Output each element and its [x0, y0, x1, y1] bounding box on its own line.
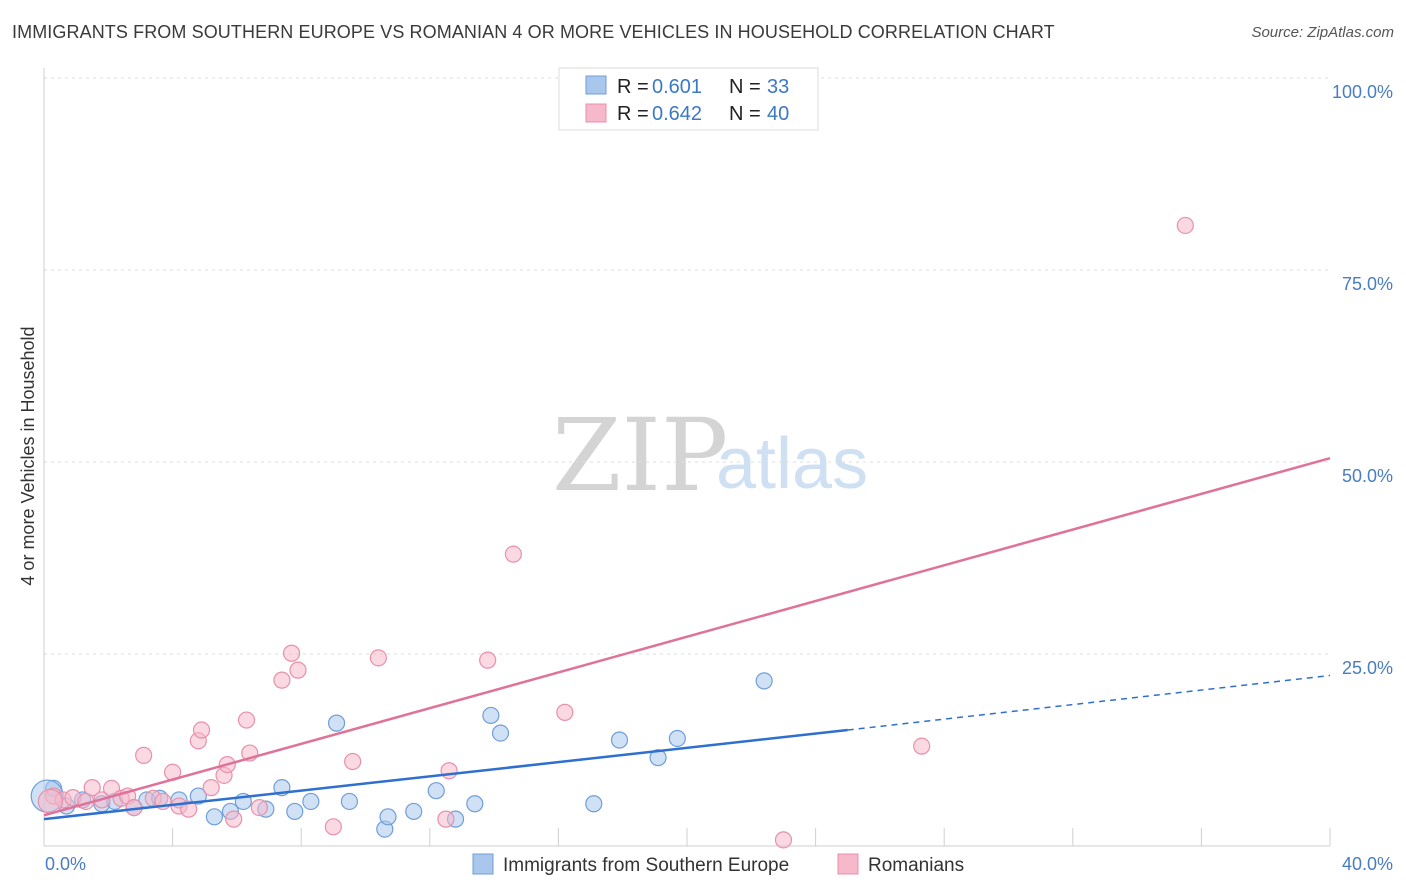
point-romanians-18	[202, 779, 220, 797]
point-romanians-35	[556, 703, 574, 721]
point-southern-europe-18	[340, 792, 359, 811]
watermark-zip: ZIP	[552, 397, 728, 514]
bottom-legend-swatch-southern-europe	[472, 853, 494, 875]
point-southern-europe-15	[286, 802, 304, 821]
legend-r-value-southern-europe: 0.601	[652, 76, 702, 98]
point-romanians-33	[479, 651, 497, 669]
point-southern-europe-20	[379, 808, 397, 826]
legend-n-value-romanians: 40	[767, 103, 789, 125]
point-southern-europe-10	[205, 808, 223, 826]
trend-line-southern-europe	[43, 728, 848, 821]
point-romanians-24	[250, 798, 269, 817]
legend-swatch-southern-europe	[585, 75, 607, 95]
trend-lines	[43, 456, 1331, 821]
point-romanians-32	[440, 762, 458, 780]
y-tick-label-75: 75.0%	[1342, 274, 1393, 294]
legend-top: R = 0.601 N = 33 R = 0.642 N = 40	[558, 67, 819, 131]
point-romanians-28	[324, 818, 342, 836]
point-southern-europe-16	[302, 792, 320, 811]
y-tick-label-100: 100.0%	[1332, 82, 1393, 102]
point-romanians-38	[1176, 216, 1194, 235]
y-tick-label-50: 50.0%	[1342, 466, 1393, 486]
chart-source: Source: ZipAtlas.com	[1251, 24, 1394, 41]
point-southern-europe-17	[327, 714, 346, 732]
point-romanians-29	[344, 752, 362, 771]
point-romanians-34	[504, 545, 522, 563]
legend-swatch-romanians	[585, 103, 607, 123]
x-tick-label-min: 0.0%	[45, 854, 86, 874]
point-southern-europe-25	[482, 706, 500, 725]
legend-n-value-southern-europe: 33	[767, 76, 789, 98]
point-romanians-17	[192, 721, 211, 739]
point-romanians-27	[289, 661, 307, 679]
legend-r-value-romanians: 0.642	[652, 103, 702, 125]
point-southern-europe-31	[755, 672, 773, 690]
point-romanians-4	[83, 779, 101, 797]
y-tick-label-25: 25.0%	[1342, 658, 1393, 678]
point-southern-europe-29	[649, 749, 667, 767]
y-axis-label: 4 or more Vehicles in Household	[18, 326, 38, 585]
watermark-atlas: atlas	[716, 424, 868, 504]
grid-lines	[44, 77, 1330, 655]
legend-r-label-southern-europe: R =	[617, 76, 649, 98]
point-romanians-10	[135, 746, 153, 764]
point-romanians-37	[913, 737, 931, 755]
bottom-legend-label-southern-europe: Immigrants from Southern Europe	[503, 855, 789, 876]
bottom-legend-label-romanians: Romanians	[868, 855, 964, 876]
legend-bottom: Immigrants from Southern Europe Romanian…	[472, 853, 964, 876]
legend-r-label-romanians: R =	[617, 103, 649, 125]
point-romanians-39	[37, 788, 64, 815]
trend-line-extension-southern-europe	[847, 674, 1331, 731]
data-points	[30, 216, 1194, 849]
bottom-legend-swatch-romanians	[837, 853, 859, 875]
point-southern-europe-27	[585, 795, 603, 813]
point-romanians-25	[273, 671, 291, 689]
chart-title: IMMIGRANTS FROM SOUTHERN EUROPE VS ROMAN…	[12, 22, 1055, 42]
point-romanians-15	[180, 800, 198, 818]
point-southern-europe-28	[610, 731, 629, 749]
point-romanians-30	[369, 649, 387, 667]
point-southern-europe-22	[427, 782, 445, 800]
x-tick-marks	[43, 828, 1331, 846]
point-romanians-22	[237, 711, 256, 729]
legend-n-label-romanians: N =	[729, 103, 761, 125]
point-romanians-31	[437, 810, 455, 828]
point-romanians-26	[282, 644, 301, 662]
legend-n-label-southern-europe: N =	[729, 76, 761, 98]
point-southern-europe-30	[668, 729, 686, 748]
point-southern-europe-26	[491, 724, 510, 742]
point-southern-europe-24	[466, 795, 484, 813]
y-tick-labels: 25.0% 50.0% 75.0% 100.0%	[1332, 82, 1393, 678]
point-southern-europe-9	[189, 787, 207, 805]
point-southern-europe-21	[405, 802, 423, 821]
x-tick-label-max: 40.0%	[1342, 854, 1393, 874]
point-romanians-21	[225, 810, 243, 828]
trend-line-romanians	[43, 456, 1331, 817]
point-romanians-36	[774, 831, 793, 849]
